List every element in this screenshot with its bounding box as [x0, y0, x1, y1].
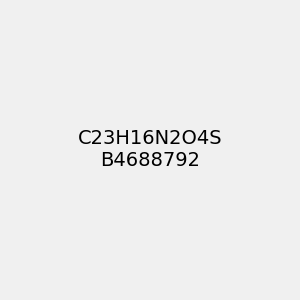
- Text: C23H16N2O4S
B4688792: C23H16N2O4S B4688792: [78, 130, 222, 170]
